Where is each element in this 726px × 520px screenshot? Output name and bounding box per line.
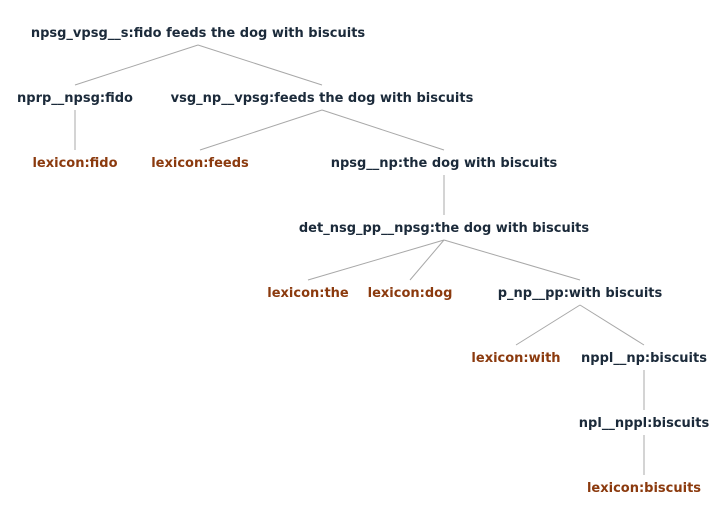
tree-edge-det-lex-dog xyxy=(409,239,445,281)
tree-nodes: npsg_vpsg__s:fido feeds the dog with bis… xyxy=(17,26,709,496)
tree-edge-det-pp xyxy=(443,239,581,281)
tree-node-np2: npsg__np:the dog with biscuits xyxy=(331,156,558,171)
tree-node-lex-biscuits: lexicon:biscuits xyxy=(587,481,701,496)
tree-node-np1: nprp__npsg:fido xyxy=(17,91,133,106)
tree-node-npl-nppl: npl__nppl:biscuits xyxy=(579,416,710,431)
tree-edges xyxy=(74,44,645,475)
tree-edge-vp-np2 xyxy=(321,109,445,151)
tree-node-det: det_nsg_pp__npsg:the dog with biscuits xyxy=(299,221,590,236)
tree-edge-pp-nppl-np xyxy=(579,304,645,346)
tree-node-lex-feeds: lexicon:feeds xyxy=(151,156,249,171)
tree-node-lex-with: lexicon:with xyxy=(471,351,560,366)
tree-edge-pp-lex-with xyxy=(515,304,581,346)
tree-edge-s-np1 xyxy=(74,44,199,86)
tree-node-lex-fido: lexicon:fido xyxy=(32,156,117,171)
tree-edge-vp-lex-feeds xyxy=(199,109,323,151)
tree-edge-det-lex-the xyxy=(307,239,445,281)
tree-node-pp: p_np__pp:with biscuits xyxy=(498,286,663,301)
tree-node-vp: vsg_np__vpsg:feeds the dog with biscuits xyxy=(171,91,474,106)
tree-edge-s-vp xyxy=(197,44,323,86)
tree-node-lex-the: lexicon:the xyxy=(267,286,349,301)
tree-node-lex-dog: lexicon:dog xyxy=(368,286,453,301)
tree-node-nppl-np: nppl__np:biscuits xyxy=(581,351,707,366)
tree-node-s: npsg_vpsg__s:fido feeds the dog with bis… xyxy=(31,26,366,41)
